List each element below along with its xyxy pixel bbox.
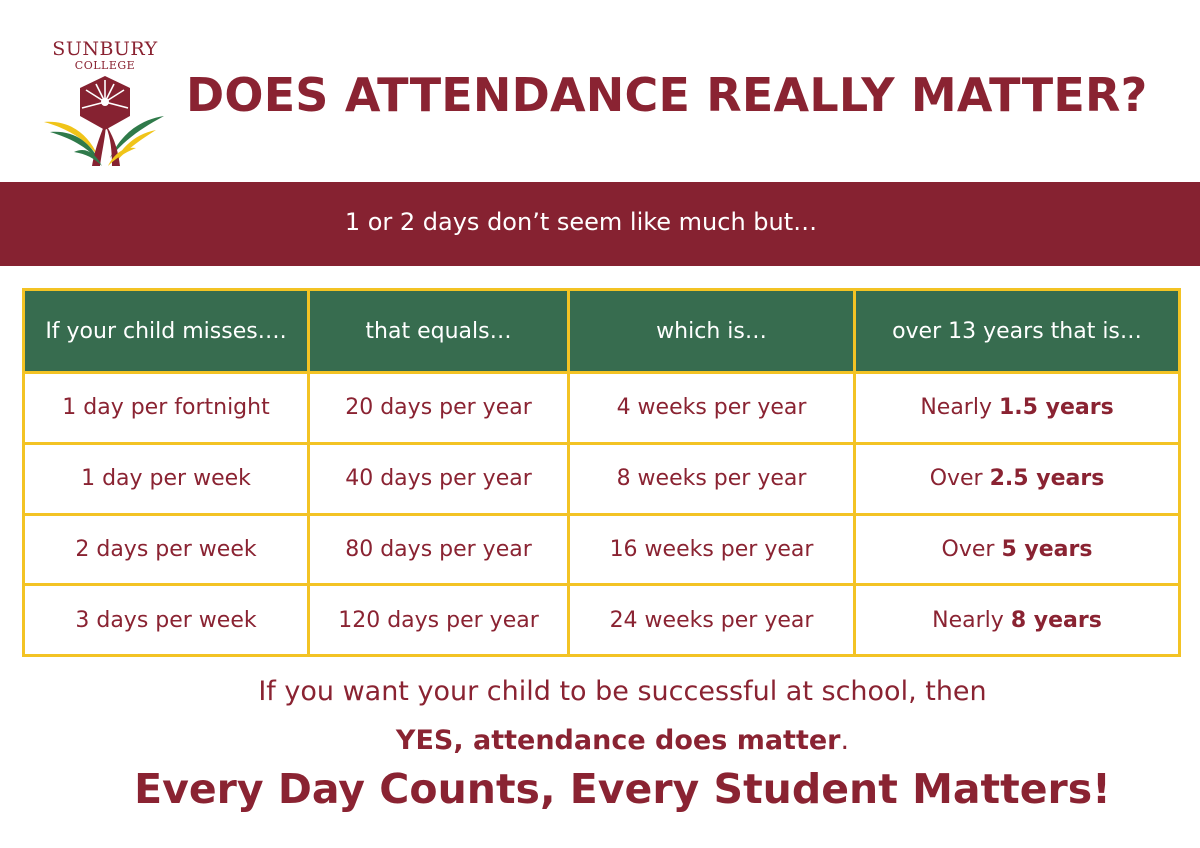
crest-icon — [44, 76, 164, 166]
footer-line-1: If you want your child to be successful … — [258, 676, 987, 707]
header-over-13-years: over 13 years that is… — [853, 288, 1181, 374]
cell-which-is: 16 weeks per year — [567, 512, 856, 587]
cell-over-value: 5 years — [1001, 536, 1093, 562]
banner-text: 1 or 2 days don’t seem like much but… — [344, 208, 818, 236]
header-equals: that equals… — [307, 288, 570, 374]
cell-over-prefix: Over — [941, 536, 995, 562]
footer-yes-statement: YES, attendance does matter — [395, 725, 841, 756]
attendance-table: If your child misses…. that equals… whic… — [22, 288, 1181, 657]
logo-wordmark-line2: COLLEGE — [74, 59, 136, 72]
cell-over-13-years: Nearly 1.5 years — [853, 371, 1181, 445]
cell-which-is: 4 weeks per year — [567, 371, 856, 445]
cell-which-is: 24 weeks per year — [567, 583, 856, 657]
header-which-is: which is… — [567, 288, 856, 374]
cell-over-prefix: Nearly — [920, 395, 992, 421]
banner-band — [0, 182, 1200, 266]
cell-over-13-years: Over 2.5 years — [853, 441, 1181, 516]
table-header-row: If your child misses…. that equals… whic… — [22, 288, 1181, 374]
header-misses: If your child misses…. — [22, 288, 310, 374]
table-row: 1 day per week 40 days per year 8 weeks … — [22, 441, 1181, 516]
cell-over-13-years: Over 5 years — [853, 512, 1181, 587]
cell-equals: 80 days per year — [307, 512, 570, 587]
footer-period: . — [840, 725, 850, 756]
logo-wordmark-line1: SUNBURY — [52, 38, 158, 60]
cell-over-prefix: Over — [929, 466, 983, 492]
footer-slogan: Every Day Counts, Every Student Matters! — [134, 765, 1111, 813]
cell-misses: 1 day per week — [22, 441, 310, 516]
cell-which-is: 8 weeks per year — [567, 441, 856, 516]
cell-over-13-years: Nearly 8 years — [853, 583, 1181, 657]
cell-over-value: 8 years — [1010, 607, 1102, 633]
cell-equals: 20 days per year — [307, 371, 570, 445]
cell-equals: 120 days per year — [307, 583, 570, 657]
college-logo: SUNBURY COLLEGE — [40, 36, 170, 166]
cell-over-prefix: Nearly — [932, 607, 1004, 633]
cell-misses: 3 days per week — [22, 583, 310, 657]
page-title: DOES ATTENDANCE REALLY MATTER? — [186, 68, 1148, 122]
table-row: 2 days per week 80 days per year 16 week… — [22, 512, 1181, 587]
footer-line-2: YES, attendance does matter. — [0, 725, 1200, 756]
cell-misses: 1 day per fortnight — [22, 371, 310, 445]
cell-over-value: 2.5 years — [989, 466, 1105, 492]
table-row: 1 day per fortnight 20 days per year 4 w… — [22, 371, 1181, 445]
table-row: 3 days per week 120 days per year 24 wee… — [22, 583, 1181, 657]
cell-over-value: 1.5 years — [998, 395, 1114, 421]
cell-equals: 40 days per year — [307, 441, 570, 516]
cell-misses: 2 days per week — [22, 512, 310, 587]
